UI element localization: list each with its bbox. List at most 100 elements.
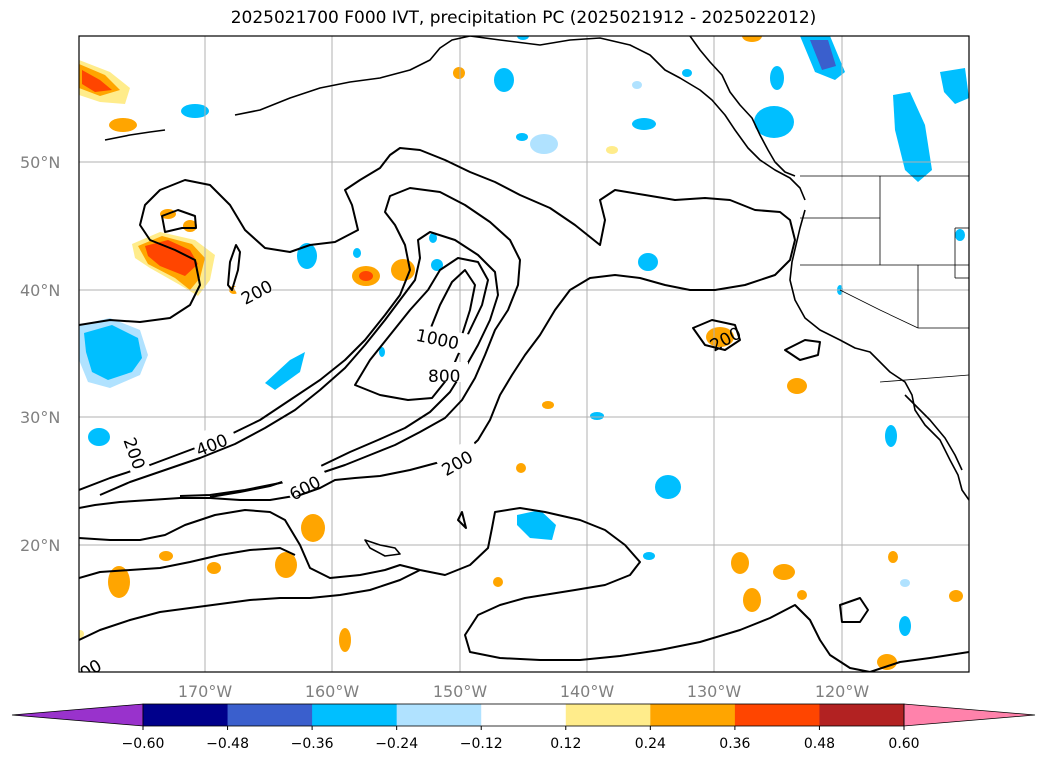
colorbar-tick-label: −0.60: [122, 736, 165, 752]
ivt-contour-800: [354, 257, 489, 401]
precip-positive-area: [301, 514, 325, 542]
ivt-contour-200-small: [227, 244, 241, 291]
precip-negative-area: [516, 133, 528, 141]
colorbar-swatch: [312, 704, 398, 726]
ivt-contour-200-low: [79, 569, 421, 641]
colorbar-tick-label: −0.12: [460, 736, 503, 752]
precip-positive-area: [109, 118, 137, 132]
colorbar-extend-min: [11, 703, 144, 727]
ivt-contour-200-edge: [869, 651, 969, 672]
lon-label-140w: 140°W: [560, 682, 615, 701]
precip-negative-area: [955, 229, 965, 241]
colorbar-tick-label: 0.12: [550, 736, 581, 752]
island-chain: [104, 129, 166, 141]
colorbar-swatch: [143, 704, 229, 726]
precip-negative-area: [297, 243, 317, 269]
precip-positive-area: [275, 552, 297, 578]
precip-positive-area: [606, 146, 618, 154]
precip-negative-area: [494, 68, 514, 92]
lon-label-150w: 150°W: [433, 682, 488, 701]
precip-negative-area: [632, 118, 656, 130]
lat-label-50n: 50°N: [20, 153, 60, 172]
ivt-contour-200-closed: [457, 511, 467, 529]
precip-negative-area: [638, 253, 658, 271]
precip-positive-area: [359, 271, 373, 281]
colorbar-tick-label: 0.36: [719, 736, 750, 752]
island: [364, 539, 401, 557]
precip-negative-area: [643, 552, 655, 560]
colorbar-tick-label: −0.48: [206, 736, 249, 752]
precip-negative-area: [885, 425, 897, 447]
precip-negative-area: [810, 40, 836, 70]
lon-label-130w: 130°W: [687, 682, 742, 701]
precip-negative-area: [682, 69, 692, 77]
ivt-contour-200-outer: [79, 147, 796, 509]
precip-negative-area: [88, 428, 110, 446]
precip-negative-area: [940, 68, 969, 104]
precip-positive-area: [888, 551, 898, 563]
colorbar-extend-max: [903, 703, 1036, 727]
precip-positive-area: [706, 327, 734, 347]
precip-negative-area: [899, 616, 911, 636]
ivt-contour-200-south: [79, 507, 871, 672]
precip-positive-area: [773, 564, 795, 580]
lat-label-20n: 20°N: [20, 536, 60, 555]
colorbar-swatch: [565, 704, 651, 726]
map-title: 2025021700 F000 IVT, precipitation PC (2…: [230, 8, 817, 28]
precip-negative-area: [517, 36, 529, 40]
coastline-alaska-south: [469, 36, 806, 201]
precip-shading: [79, 36, 969, 670]
precip-positive-area: [877, 654, 897, 670]
precip-positive-area: [797, 590, 807, 600]
precip-positive-area: [949, 590, 963, 602]
precip-negative-area: [84, 325, 142, 380]
ivt-contour-600: [99, 231, 499, 498]
precip-positive-area: [108, 566, 130, 598]
ivt-contour-200-small: [161, 209, 197, 233]
precip-negative-area: [517, 510, 556, 540]
colorbar-outline: [142, 703, 905, 727]
colorbar-tick-label: 0.60: [888, 736, 919, 752]
precip-negative-area: [429, 233, 437, 243]
precip-positive-area: [82, 70, 112, 92]
colorbar-swatch: [650, 704, 736, 726]
ivt-contour-200-closed: [692, 319, 741, 351]
lon-label-170w: 170°W: [178, 682, 233, 701]
graticule: [79, 36, 969, 672]
precip-positive-area: [339, 628, 351, 652]
colorbar-swatch: [481, 704, 567, 726]
ivt-contour-200-closed: [784, 339, 821, 361]
colorbar-swatch: [819, 704, 905, 726]
precip-positive-area: [207, 562, 221, 574]
precip-positive-area: [79, 630, 84, 638]
colorbar-tick-label: 0.24: [635, 736, 666, 752]
precip-negative-area: [900, 579, 910, 587]
coastline-bc: [689, 36, 796, 177]
precip-positive-area: [391, 259, 415, 281]
precip-positive-area: [787, 378, 807, 394]
colorbar-swatch: [734, 704, 820, 726]
coastline-us-west: [789, 209, 969, 501]
precip-positive-area: [516, 463, 526, 473]
precip-negative-area: [265, 352, 305, 390]
precip-negative-area: [590, 412, 604, 420]
precip-positive-area: [743, 588, 761, 612]
precip-positive-area: [453, 67, 465, 79]
colorbar: −0.60 −0.48 −0.36 −0.24 −0.12 0.12 0.24 0.36 0.4…: [11, 703, 1036, 752]
colorbar-tick-label: 0.48: [804, 736, 835, 752]
ivt-contour-200-closed: [839, 597, 869, 623]
precip-positive-area: [542, 401, 554, 409]
precip-positive-area: [493, 577, 503, 587]
precip-negative-area: [632, 81, 642, 89]
coastline-alaska: [234, 36, 471, 116]
precip-negative-area: [655, 475, 681, 499]
latitude-labels: 50°N 40°N 30°N 20°N: [20, 153, 60, 555]
ivt-contour-400: [79, 187, 521, 497]
precip-negative-area: [379, 347, 385, 357]
precip-positive-area: [159, 551, 173, 561]
ivt-contour-200-southwest: [79, 547, 296, 579]
precip-negative-area: [181, 104, 209, 118]
map-plot-area: 200 200 200 200 400 600 800 1000 00: [79, 36, 969, 672]
lon-label-160w: 160°W: [305, 682, 360, 701]
